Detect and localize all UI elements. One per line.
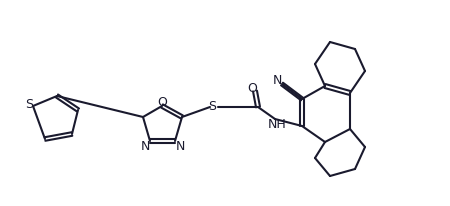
Text: NH: NH (268, 118, 286, 131)
Text: N: N (272, 73, 282, 86)
Text: N: N (140, 139, 150, 152)
Text: N: N (176, 139, 184, 152)
Text: S: S (208, 99, 216, 112)
Text: O: O (247, 81, 257, 94)
Text: S: S (25, 98, 33, 111)
Text: O: O (157, 95, 167, 108)
